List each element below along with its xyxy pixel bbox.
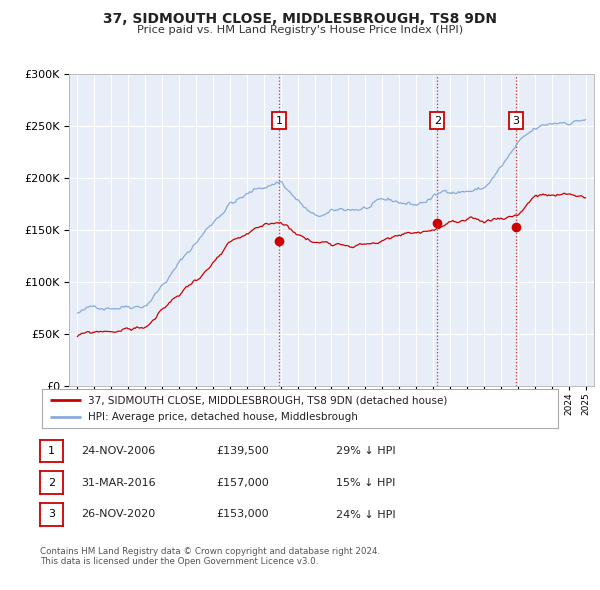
- Text: £153,000: £153,000: [216, 510, 269, 519]
- Text: £139,500: £139,500: [216, 446, 269, 455]
- Text: £157,000: £157,000: [216, 478, 269, 487]
- Text: HPI: Average price, detached house, Middlesbrough: HPI: Average price, detached house, Midd…: [88, 412, 358, 422]
- Text: Price paid vs. HM Land Registry's House Price Index (HPI): Price paid vs. HM Land Registry's House …: [137, 25, 463, 35]
- Text: 2: 2: [48, 478, 55, 487]
- Text: 24-NOV-2006: 24-NOV-2006: [81, 446, 155, 455]
- Text: 1: 1: [48, 446, 55, 455]
- Text: 3: 3: [48, 510, 55, 519]
- Text: 24% ↓ HPI: 24% ↓ HPI: [336, 510, 395, 519]
- Text: 1: 1: [275, 116, 283, 126]
- Text: 26-NOV-2020: 26-NOV-2020: [81, 510, 155, 519]
- Text: Contains HM Land Registry data © Crown copyright and database right 2024.: Contains HM Land Registry data © Crown c…: [40, 547, 380, 556]
- Text: 37, SIDMOUTH CLOSE, MIDDLESBROUGH, TS8 9DN: 37, SIDMOUTH CLOSE, MIDDLESBROUGH, TS8 9…: [103, 12, 497, 26]
- Text: 3: 3: [512, 116, 520, 126]
- Text: 37, SIDMOUTH CLOSE, MIDDLESBROUGH, TS8 9DN (detached house): 37, SIDMOUTH CLOSE, MIDDLESBROUGH, TS8 9…: [88, 395, 448, 405]
- Text: 29% ↓ HPI: 29% ↓ HPI: [336, 446, 395, 455]
- Text: 15% ↓ HPI: 15% ↓ HPI: [336, 478, 395, 487]
- Text: This data is licensed under the Open Government Licence v3.0.: This data is licensed under the Open Gov…: [40, 558, 319, 566]
- Text: 31-MAR-2016: 31-MAR-2016: [81, 478, 155, 487]
- Text: 2: 2: [434, 116, 441, 126]
